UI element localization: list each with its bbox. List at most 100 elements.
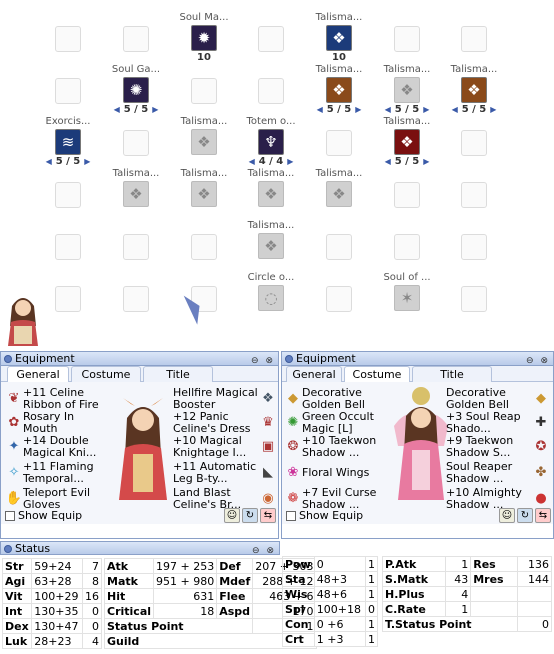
costume-slot-head-low[interactable]: ◆ Decorative Golden Bell — [444, 386, 550, 412]
level-down-arrow-icon[interactable]: ◀ — [248, 157, 255, 166]
skill-entry[interactable]: Soul of ... ✶ — [372, 272, 442, 324]
level-up-arrow-icon[interactable]: ▶ — [355, 105, 362, 114]
skill-entry[interactable]: Talisma... ❖ — [101, 168, 171, 220]
window-buttons[interactable]: ⊖ ⊗ — [252, 546, 276, 556]
shadow-slot-shoes[interactable]: ❁ +7 Evil Curse Shadow ... — [284, 486, 390, 512]
equip-slot-weapon[interactable]: ✦ +14 Double Magical Kni... — [5, 434, 111, 460]
window-title-bar[interactable]: Equipment ⊖ ⊗ — [282, 352, 553, 366]
trait-points[interactable]: 1 — [364, 586, 379, 602]
skill-entry[interactable]: Talisma... ❖ 10 — [304, 12, 374, 64]
shadow-slot-shield[interactable]: ✪ +9 Taekwon Shadow S... — [444, 434, 550, 460]
talisman-icon[interactable]: ❖ — [123, 181, 149, 207]
tab-costume[interactable]: Costume — [344, 366, 410, 383]
skill-entry[interactable]: Talisma... ❖ ◀ 5 / 5 ▶ — [372, 64, 442, 116]
talisman-icon[interactable]: ❖ — [258, 233, 284, 259]
character-view-button[interactable]: ☺ — [499, 508, 515, 523]
level-down-arrow-icon[interactable]: ◀ — [113, 105, 120, 114]
swap-button[interactable]: ⇆ — [260, 508, 276, 523]
soul-gale-icon[interactable]: ✺ — [123, 77, 149, 103]
talisman-icon[interactable]: ❖ — [326, 181, 352, 207]
skill-entry[interactable]: Talisma... ❖ — [169, 116, 239, 168]
equip-slot-garment[interactable]: ✧ +11 Flaming Temporal... — [5, 460, 111, 486]
skill-entry[interactable]: Talisma... ❖ — [236, 168, 306, 220]
rotate-button[interactable]: ↻ — [242, 508, 258, 523]
character-view-button[interactable]: ☺ — [224, 508, 240, 523]
level-up-arrow-icon[interactable]: ▶ — [84, 157, 91, 166]
skill-entry[interactable]: Soul Ga... ✺ ◀ 5 / 5 ▶ — [101, 64, 171, 116]
skill-entry[interactable]: Talisma... ❖ ◀ 5 / 5 ▶ — [439, 64, 509, 116]
equip-slot-accessory-right[interactable]: ◉ Land Blast Celine's Br... — [171, 486, 277, 512]
trait-points[interactable]: 1 — [364, 571, 379, 587]
talisman-icon[interactable]: ❖ — [258, 181, 284, 207]
trait-points[interactable]: 1 — [364, 631, 379, 647]
level-up-arrow-icon[interactable]: ▶ — [490, 105, 497, 114]
level-down-arrow-icon[interactable]: ◀ — [384, 157, 391, 166]
tab-costume[interactable]: Costume — [71, 366, 141, 382]
window-title-bar[interactable]: Equipment ⊖ ⊗ — [1, 352, 278, 366]
costume-slot-head-top[interactable]: ◆ Decorative Golden Bell — [284, 386, 390, 412]
rotate-button[interactable]: ↻ — [517, 508, 533, 523]
window-buttons[interactable]: ⊖ ⊗ — [526, 356, 550, 366]
costume-slot-head-mid[interactable]: ✺ Green Occult Magic [L] — [284, 410, 390, 436]
level-up-arrow-icon[interactable]: ▶ — [423, 105, 430, 114]
level-up-arrow-icon[interactable]: ▶ — [287, 157, 294, 166]
level-down-arrow-icon[interactable]: ◀ — [451, 105, 458, 114]
costume-slot-garment[interactable]: ❀ Floral Wings — [284, 460, 390, 486]
tab-title[interactable]: Title — [143, 366, 213, 382]
checkbox-box[interactable] — [5, 510, 15, 521]
shadow-slot-armor[interactable]: ❂ +10 Taekwon Shadow ... — [284, 434, 390, 460]
skill-entry[interactable]: Talisma... ❖ — [304, 168, 374, 220]
skill-entry[interactable]: Talisma... ❖ — [169, 168, 239, 220]
window-buttons[interactable]: ⊖ ⊗ — [251, 356, 275, 366]
show-equip-checkbox[interactable]: Show Equip — [5, 509, 82, 522]
talisman-icon[interactable]: ❖ — [326, 25, 352, 51]
equip-slot-shield[interactable]: ▣ +10 Magical Knightage I... — [171, 434, 277, 460]
equip-slot-head-lower[interactable]: ✿ Rosary In Mouth — [5, 410, 111, 436]
soul-of-heaven-icon[interactable]: ✶ — [394, 285, 420, 311]
talisman-icon[interactable]: ❖ — [191, 129, 217, 155]
stat-points[interactable]: 0 — [81, 603, 103, 619]
shadow-slot-pendant[interactable]: ● +10 Almighty Shadow ... — [444, 486, 550, 512]
checkbox-box[interactable] — [286, 510, 296, 521]
soul-marker-icon[interactable]: ✹ — [191, 25, 217, 51]
skill-entry[interactable]: Circle o... ◌ — [236, 272, 306, 324]
level-down-arrow-icon[interactable]: ◀ — [384, 105, 391, 114]
equip-slot-armor[interactable]: ♛ +12 Panic Celine's Dress — [171, 410, 277, 436]
level-up-arrow-icon[interactable]: ▶ — [152, 105, 159, 114]
talisman-icon[interactable]: ❖ — [394, 77, 420, 103]
talisman-icon[interactable]: ❖ — [394, 129, 420, 155]
trait-points[interactable]: 1 — [364, 616, 379, 632]
circle-icon[interactable]: ◌ — [258, 285, 284, 311]
show-equip-checkbox[interactable]: Show Equip — [286, 509, 363, 522]
skill-entry[interactable]: Talisma... ❖ — [236, 220, 306, 272]
talisman-icon[interactable]: ❖ — [326, 77, 352, 103]
level-down-arrow-icon[interactable]: ◀ — [316, 105, 323, 114]
tab-title[interactable]: Title — [412, 366, 492, 382]
stat-points[interactable]: 0 — [81, 618, 103, 634]
talisman-icon[interactable]: ❖ — [461, 77, 487, 103]
stat-points[interactable]: 7 — [81, 558, 103, 574]
equip-slot-shoes[interactable]: ◣ +11 Automatic Leg B-ty... — [171, 460, 277, 486]
equip-slot-accessory-left[interactable]: ✋ Teleport Evil Gloves — [5, 487, 91, 511]
shadow-slot-earring[interactable]: ✤ Soul Reaper Shadow ... — [444, 460, 550, 486]
equip-slot-head-top[interactable]: ❦ +11 Celine Ribbon of Fire — [5, 386, 111, 412]
trait-points[interactable]: 0 — [364, 601, 379, 617]
skill-entry[interactable]: Soul Ma... ✹ 10 — [169, 12, 239, 64]
skill-entry[interactable]: Totem o... ♆ ◀ 4 / 4 ▶ — [236, 116, 306, 168]
tab-general[interactable]: General — [7, 366, 69, 383]
skill-entry[interactable]: Talisma... ❖ ◀ 5 / 5 ▶ — [372, 116, 442, 168]
stat-points[interactable]: 8 — [81, 573, 103, 589]
level-down-arrow-icon[interactable]: ◀ — [45, 157, 52, 166]
talisman-icon[interactable]: ❖ — [191, 181, 217, 207]
skill-entry[interactable]: Talisma... ❖ ◀ 5 / 5 ▶ — [304, 64, 374, 116]
tab-general[interactable]: General — [286, 366, 342, 382]
stat-points[interactable]: 4 — [81, 633, 103, 649]
equip-slot-head-mid[interactable]: ❖ Hellfire Magical Booster — [171, 386, 277, 412]
totem-icon[interactable]: ♆ — [258, 129, 284, 155]
exorcism-icon[interactable]: ≋ — [55, 129, 81, 155]
stat-points[interactable]: 16 — [81, 588, 103, 604]
status-title-bar[interactable]: Status ⊖ ⊗ — [0, 541, 280, 556]
skill-entry[interactable]: Exorcis... ≋ ◀ 5 / 5 ▶ — [33, 116, 103, 168]
swap-button[interactable]: ⇆ — [535, 508, 551, 523]
trait-points[interactable]: 1 — [364, 556, 379, 572]
